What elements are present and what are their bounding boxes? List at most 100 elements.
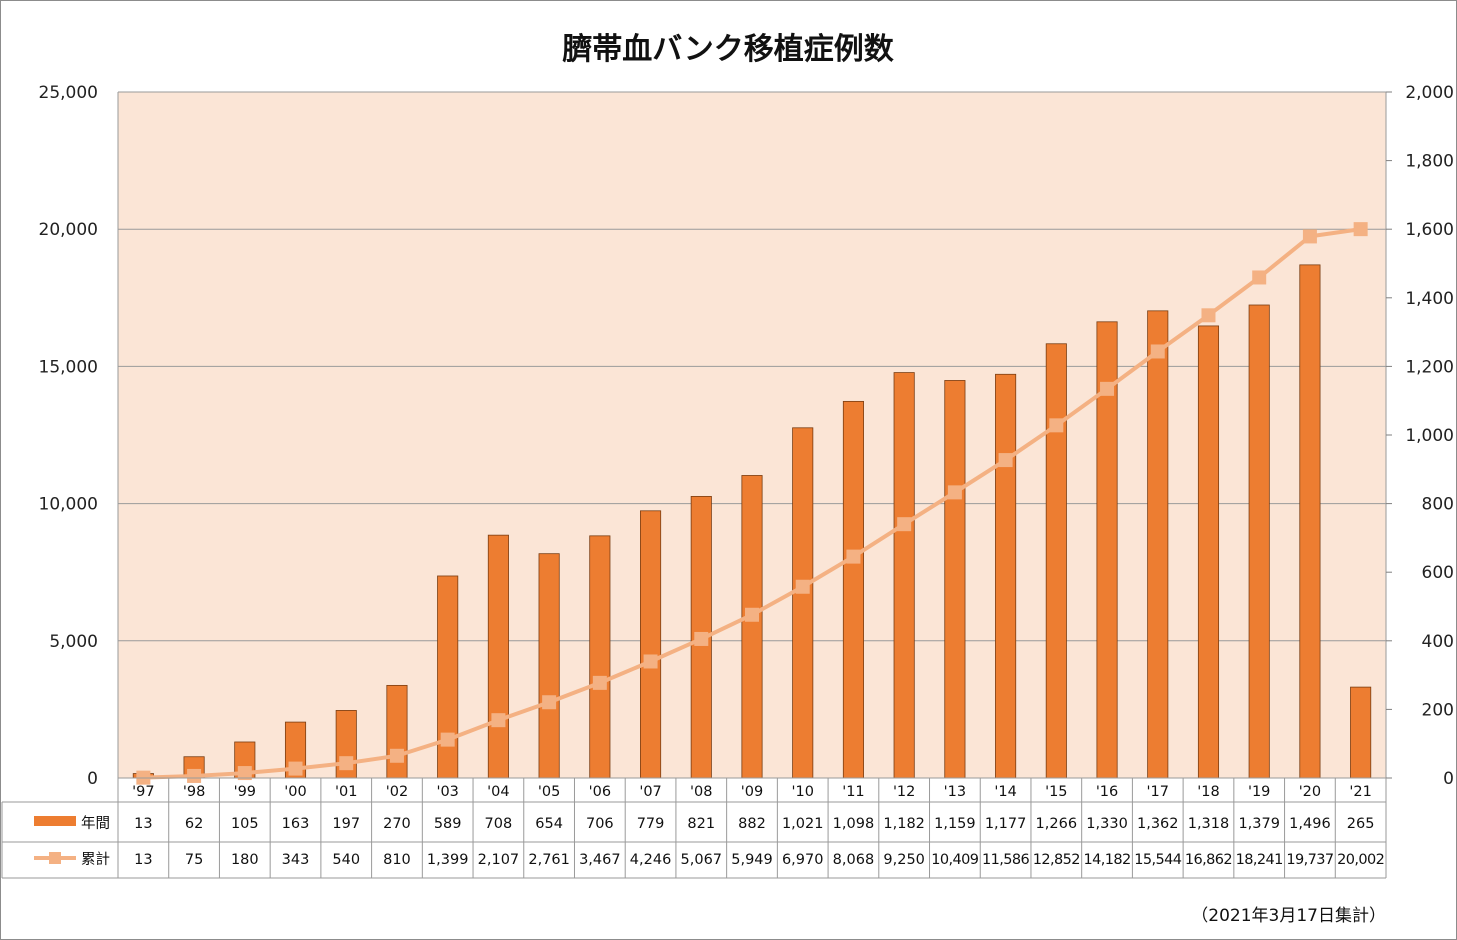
footnote: （2021年3月17日集計） [1191, 906, 1386, 926]
cumulative-point-04 [491, 713, 506, 728]
annual-value: 13 [134, 816, 152, 832]
category-label: '20 [1299, 784, 1321, 800]
right-tick-label: 200 [1422, 700, 1454, 720]
category-label: '13 [944, 784, 966, 800]
category-label: '98 [183, 784, 205, 800]
annual-value: 589 [434, 816, 462, 832]
cumulative-point-20 [1302, 229, 1317, 244]
bar-09 [741, 475, 763, 779]
category-label: '07 [639, 784, 661, 800]
cumulative-value: 19,737 [1286, 852, 1333, 868]
cumulative-value: 5,067 [681, 852, 723, 868]
cumulative-value: 810 [383, 852, 411, 868]
annual-value: 1,159 [934, 816, 976, 832]
right-tick-label: 1,000 [1405, 426, 1454, 446]
legend-label-annual: 年間 [81, 815, 110, 832]
left-axis: 0 5,000 10,000 15,000 20,000 25,000 [39, 83, 98, 789]
category-label: '15 [1045, 784, 1067, 800]
cumulative-point-09 [745, 607, 759, 622]
right-tick-label: 1,600 [1405, 220, 1454, 240]
cumulative-point-98 [187, 768, 202, 783]
annual-value: 270 [383, 816, 411, 832]
bar-20 [1299, 264, 1321, 779]
category-label: '97 [132, 784, 154, 800]
annual-value: 1,182 [883, 816, 925, 832]
bar-14 [995, 373, 1017, 779]
category-label: '18 [1197, 784, 1219, 800]
annual-value: 1,362 [1137, 816, 1179, 832]
annual-value: 1,330 [1086, 816, 1128, 832]
cumulative-point-16 [1100, 381, 1115, 396]
cumulative-point-21 [1353, 222, 1368, 237]
bar-10 [792, 427, 814, 779]
cumulative-value: 20,002 [1337, 852, 1384, 868]
bar-03 [437, 575, 459, 779]
right-tick-label: 1,400 [1405, 289, 1454, 309]
chart-title: 臍帯血バンク移植症例数 [562, 32, 894, 67]
bar-18 [1197, 325, 1220, 779]
left-tick-label: 20,000 [39, 220, 98, 240]
cumulative-point-05 [542, 695, 557, 710]
bar-15 [1045, 343, 1067, 779]
category-label: '12 [893, 784, 915, 800]
category-label: '19 [1248, 784, 1270, 800]
right-tick-label: 0 [1443, 769, 1454, 789]
cumulative-point-07 [643, 654, 658, 669]
category-label: '99 [234, 784, 256, 800]
bar-04 [487, 534, 509, 779]
category-label: '00 [284, 784, 306, 800]
bar-02 [386, 684, 408, 779]
left-tick-label: 25,000 [39, 83, 98, 103]
data-table: '97 '98 '99 '00 '01 '02 '03 '04 '05 '06 '07 '08 '09 '… [1, 777, 1387, 879]
cumulative-value: 3,467 [579, 852, 621, 868]
cumulative-value: 4,246 [630, 852, 672, 868]
bar-21 [1350, 686, 1372, 779]
legend-label-cumulative: 累計 [81, 851, 110, 868]
cumulative-point-14 [998, 453, 1013, 468]
category-label: '08 [690, 784, 712, 800]
category-label: '03 [436, 784, 458, 800]
category-label: '05 [538, 784, 560, 800]
cumulative-value: 8,068 [833, 852, 875, 868]
bar-13 [944, 380, 966, 779]
cumulative-value: 18,241 [1236, 852, 1283, 868]
cumulative-point-11 [846, 549, 861, 564]
cumulative-value: 6,970 [782, 852, 824, 868]
category-label: '01 [335, 784, 357, 800]
right-tick-label: 1,800 [1405, 152, 1454, 172]
annual-value: 779 [637, 816, 665, 832]
cumulative-point-03 [440, 732, 455, 747]
annual-value: 654 [535, 816, 563, 832]
annual-value: 197 [332, 816, 360, 832]
cumulative-value: 1,399 [427, 852, 469, 868]
cumulative-point-01 [339, 756, 354, 771]
annual-value: 105 [231, 816, 259, 832]
cumulative-point-99 [237, 766, 252, 781]
cumulative-point-06 [592, 675, 607, 690]
bar-11 [842, 400, 864, 779]
cumulative-point-15 [1049, 418, 1064, 433]
cumulative-point-02 [389, 748, 404, 763]
cumulative-value: 13 [134, 852, 152, 868]
cumulative-value: 9,250 [883, 852, 925, 868]
left-tick-label: 0 [87, 769, 98, 789]
annual-value: 1,021 [782, 816, 824, 832]
category-label: '02 [386, 784, 408, 800]
left-tick-label: 15,000 [39, 357, 98, 377]
cumulative-value: 2,107 [478, 852, 520, 868]
annual-value: 1,318 [1188, 816, 1230, 832]
right-tick-label: 2,000 [1405, 83, 1454, 103]
line-series [136, 222, 1368, 785]
cumulative-value: 540 [332, 852, 360, 868]
category-label: '14 [994, 784, 1016, 800]
bar-05 [538, 553, 560, 779]
cumulative-point-13 [947, 485, 962, 500]
category-label: '21 [1349, 784, 1371, 800]
annual-value: 821 [687, 816, 715, 832]
cumulative-point-17 [1150, 344, 1165, 359]
annual-value: 706 [586, 816, 614, 832]
right-axis: 0 200 400 600 800 1,000 1,200 1,400 1,600 1,800 2,… [1386, 83, 1454, 789]
cumulative-value: 75 [185, 852, 203, 868]
